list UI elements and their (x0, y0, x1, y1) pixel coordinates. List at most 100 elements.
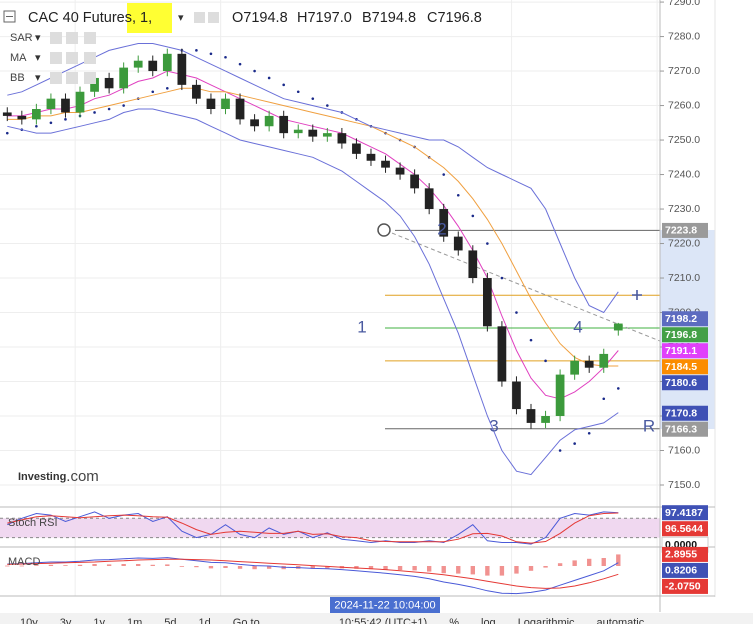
toolbar-item[interactable]: log (481, 617, 496, 624)
candle-body (599, 353, 609, 368)
toolbar-item[interactable]: 5d (164, 617, 176, 624)
sar-dot (587, 431, 591, 435)
icon[interactable] (194, 12, 205, 23)
macd-histogram-bar (179, 566, 185, 567)
sar-dot (573, 442, 576, 445)
indicator-line (7, 87, 619, 367)
y-tick-label: 7250.0 (668, 134, 700, 146)
legend-icon[interactable] (50, 52, 62, 64)
ohlc-item: B7194.8 (362, 10, 416, 26)
dropdown-arrow[interactable]: ▾ (178, 12, 184, 24)
panel-label[interactable]: MACD (8, 556, 40, 568)
price-badge (662, 311, 708, 327)
toolbar-item[interactable]: 1m (127, 617, 142, 624)
price-badge (662, 222, 708, 238)
candle-body (235, 98, 245, 120)
legend-label[interactable]: SAR (10, 32, 33, 44)
price-badge-label: 7198.2 (665, 313, 697, 325)
sar-dot (326, 104, 329, 107)
macd-histogram-bar (397, 566, 403, 570)
sar-dot (282, 83, 285, 87)
watermark-domain: .com (66, 468, 99, 485)
macd-histogram-bar (354, 566, 359, 569)
legend-icon[interactable] (84, 32, 96, 44)
price-badge (662, 546, 708, 562)
candle-body (104, 77, 114, 89)
sar-dot (35, 124, 38, 128)
trendline (385, 229, 660, 342)
collapse-icon[interactable] (3, 10, 16, 23)
y-tick-label: 7220.0 (668, 237, 700, 249)
sar-dot (5, 131, 9, 135)
ohlc-key: O (232, 10, 243, 26)
macd-histogram-bar (499, 566, 505, 576)
ohlc-value: 7196.8 (437, 10, 481, 26)
ohlc-value: 7197.0 (307, 10, 351, 26)
candle-body (250, 119, 259, 127)
candle-body (308, 129, 318, 137)
macd-histogram-bar (485, 566, 490, 576)
legend-icon[interactable] (66, 32, 78, 44)
macd-histogram-bar (165, 564, 170, 566)
candle-body (61, 98, 70, 113)
price-badge (662, 343, 708, 359)
toolbar-item[interactable]: 10:55:42 (UTC+1) (339, 617, 427, 624)
toolbar-item[interactable]: % (449, 617, 459, 624)
macd-histogram-bar (412, 566, 417, 571)
candle-body (32, 109, 41, 120)
legend-icon[interactable] (66, 72, 78, 84)
macd-histogram-bar (543, 566, 548, 568)
legend-label[interactable]: BB (10, 72, 25, 84)
price-badge-label: 7166.3 (665, 424, 697, 436)
macd-histogram-bar (63, 565, 68, 566)
toolbar-item[interactable]: Go to... (233, 617, 269, 624)
sar-dot (456, 193, 460, 197)
macd-histogram-bar (601, 558, 606, 566)
legend-icon[interactable] (66, 52, 78, 64)
candle-body (512, 381, 521, 410)
ohlc-key: C (427, 10, 437, 26)
sar-dot (558, 449, 562, 452)
sar-dot (544, 359, 547, 363)
price-badge (662, 327, 708, 343)
axis-bottom-cover (661, 597, 753, 612)
grid (0, 0, 660, 596)
annotation: 4 (573, 317, 582, 336)
candle-body (482, 278, 492, 327)
icon[interactable] (208, 12, 219, 23)
legend-icon[interactable] (50, 72, 62, 84)
price-badge (662, 359, 708, 375)
toolbar-item[interactable]: automatic (597, 617, 645, 624)
legend-arrow: ▾ (35, 32, 41, 44)
toolbar-item[interactable]: 1d (199, 617, 211, 624)
y-tick-label: 7260.0 (668, 99, 700, 111)
panel-label[interactable]: Stoch RSI (8, 517, 58, 529)
candle-body (148, 60, 158, 72)
macd-histogram-bar (514, 566, 519, 574)
watermark: Investing.com (18, 468, 99, 485)
candle-body (526, 409, 536, 423)
macd-histogram-bar (557, 563, 563, 566)
macd-histogram-bar (441, 566, 446, 574)
macd-histogram-bar (136, 564, 141, 566)
candle-body (119, 67, 129, 89)
candle-body (337, 133, 347, 144)
candle-body (555, 374, 565, 417)
toolbar-item[interactable]: Logarithmic (518, 617, 575, 624)
macd-histogram-bar (19, 565, 25, 567)
toolbar-item[interactable]: 3y (60, 617, 72, 624)
legend-icon[interactable] (84, 72, 96, 84)
legend-label[interactable]: MA (10, 52, 27, 64)
price-badge (662, 505, 708, 521)
candle-body (162, 53, 172, 72)
toolbar-item[interactable]: 1y (93, 617, 105, 624)
legend-icon[interactable] (84, 52, 96, 64)
sar-dot (486, 242, 489, 245)
macd-histogram-bar (587, 558, 592, 566)
y-tick-label: 7160.0 (668, 444, 700, 456)
macd-histogram-bar (310, 566, 315, 569)
y-tick-label: 7280.0 (668, 30, 700, 42)
legend-arrow: ▾ (35, 52, 41, 64)
toolbar-item[interactable]: 10y (20, 617, 38, 624)
legend-icon[interactable] (50, 32, 62, 44)
